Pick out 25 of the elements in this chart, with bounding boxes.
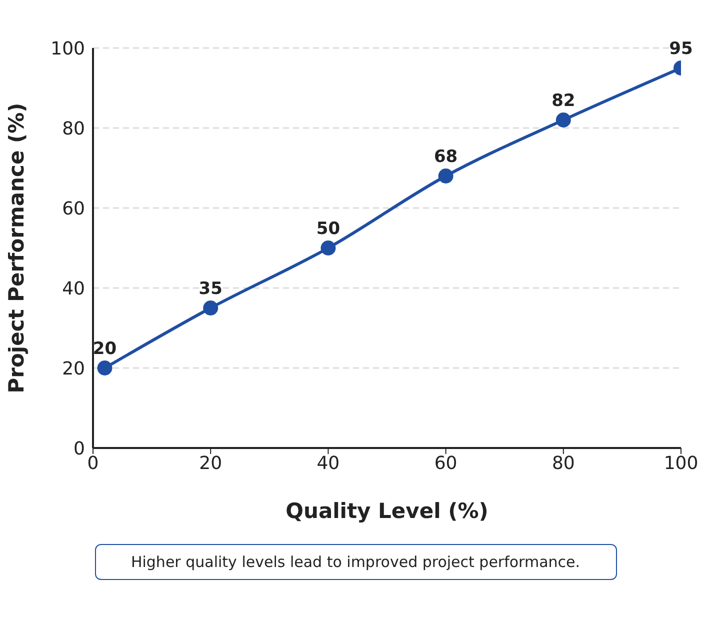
point [556, 112, 571, 128]
data-label: 95 [669, 39, 693, 59]
x-tick-label: 0 [87, 452, 99, 474]
y-tick-label: 0 [74, 438, 85, 460]
point [320, 240, 336, 256]
y-tick-label: 60 [62, 198, 85, 220]
y-tick-label: 100 [50, 38, 85, 60]
x-tick-label: 100 [664, 452, 698, 474]
point [203, 300, 218, 316]
text: Higher quality levels lead to improved project performance. [94, 544, 616, 580]
y-tick-label: 20 [62, 358, 85, 380]
data-label: 68 [434, 147, 458, 167]
data-label: 20 [92, 339, 117, 359]
point [438, 168, 454, 184]
data-label: 35 [198, 279, 222, 299]
y-tick-label: 80 [62, 118, 85, 140]
data-label: 50 [316, 219, 340, 239]
point [97, 360, 112, 376]
y-tick-label: 40 [62, 278, 85, 300]
x-axis-title: Quality Level (%) [286, 499, 488, 523]
data-label: 82 [552, 91, 576, 111]
x-tick-label: 40 [316, 452, 340, 474]
x-tick-label: 80 [552, 452, 575, 474]
x-tick-label: 20 [199, 452, 222, 474]
x-tick-label: 60 [434, 452, 458, 474]
